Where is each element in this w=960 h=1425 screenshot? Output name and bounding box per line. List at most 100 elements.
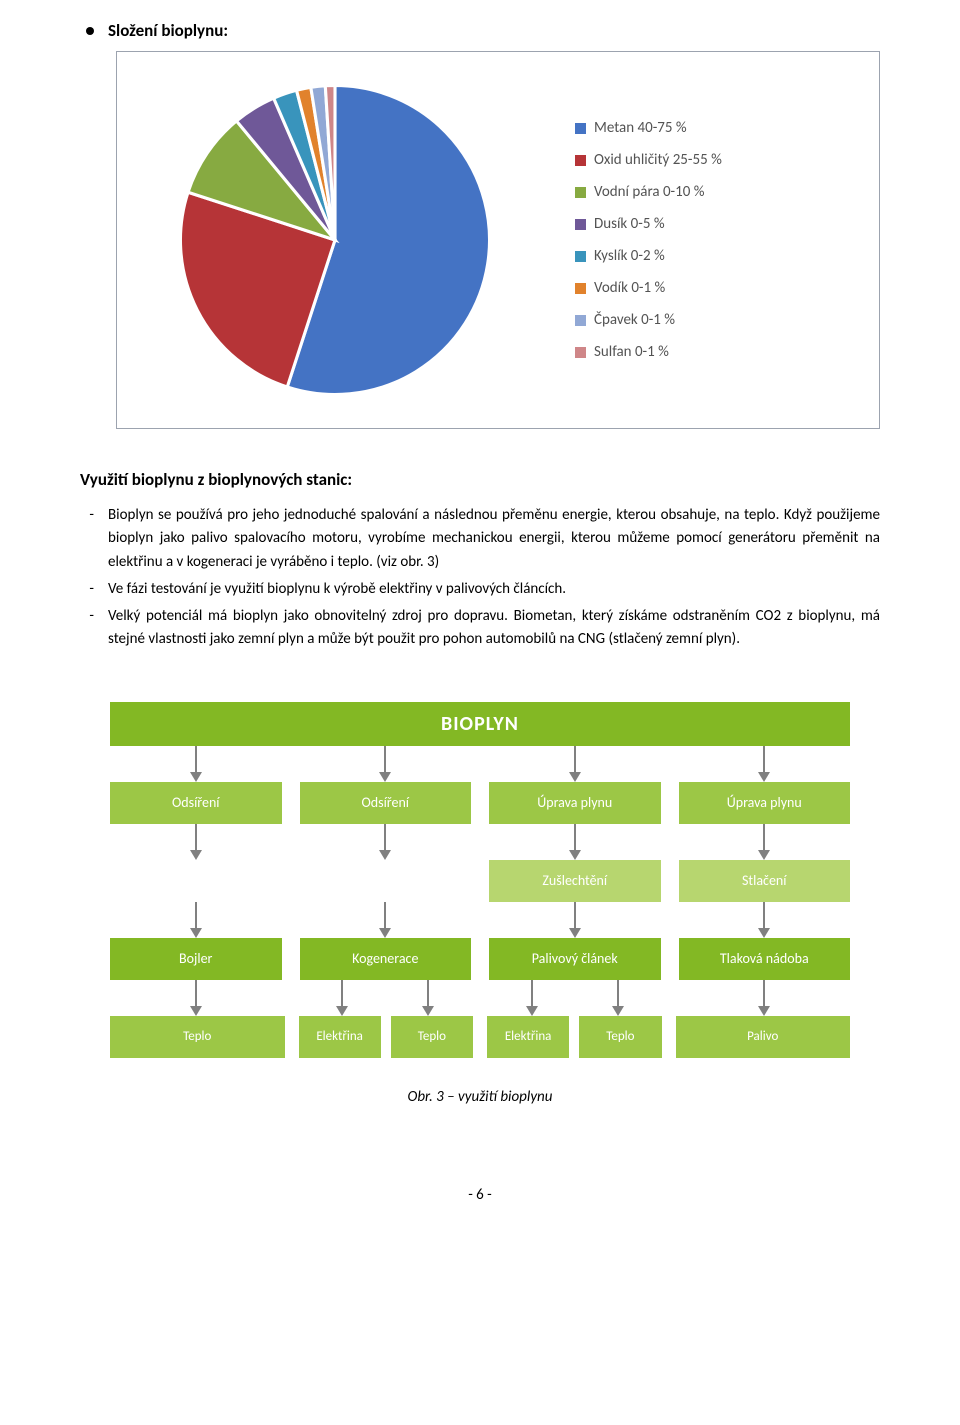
arrow-cell — [110, 902, 282, 938]
pie-legend: Metan 40-75 % Oxid uhličitý 25-55 % Vodní … — [575, 119, 722, 361]
diagram-box-label: Palivový článek — [532, 950, 618, 967]
diagram-arrow-row — [110, 902, 850, 938]
diagram-box: Teplo — [110, 1016, 285, 1058]
paragraph-item: -Ve fázi testování je využití bioplynu k… — [80, 578, 880, 601]
arrow-cell — [679, 980, 851, 1016]
paragraph-item: -Bioplyn se používá pro jeho jednoduché … — [80, 504, 880, 574]
legend-label: Vodík 0-1 % — [594, 279, 665, 297]
legend-item: Oxid uhličitý 25-55 % — [575, 151, 722, 169]
diagram-box-label: Odsíření — [361, 794, 409, 811]
diagram-box: Kogenerace — [300, 938, 472, 980]
arrow-cell — [300, 746, 472, 782]
arrow-down-icon — [423, 980, 433, 1016]
arrow-cell — [300, 902, 472, 938]
legend-label: Kyslík 0-2 % — [594, 247, 665, 265]
arrow-down-icon — [380, 824, 390, 860]
diagram-box-label: Zušlechtění — [542, 872, 607, 889]
diagram-box-label: Elektřina — [316, 1029, 363, 1044]
legend-item: Vodní pára 0-10 % — [575, 183, 722, 201]
diagram-box-label: Stlačení — [742, 872, 787, 889]
page-number: - 6 - — [80, 1186, 880, 1204]
arrow-cell — [110, 746, 282, 782]
arrow-down-icon — [570, 902, 580, 938]
diagram-box: Úprava plynu — [489, 782, 661, 824]
legend-swatch — [575, 187, 586, 198]
diagram-box: Úprava plynu — [679, 782, 851, 824]
diagram-spacer — [110, 860, 471, 902]
diagram-box-label: Elektřina — [505, 1029, 552, 1044]
pie-chart — [125, 70, 545, 410]
diagram-row: Teplo Elektřina Teplo Elektřina Teplo Palivo — [110, 1016, 850, 1058]
page: Složení bioplynu: Metan 40-75 % Oxid uhli… — [0, 0, 960, 1244]
arrow-down-icon — [759, 824, 769, 860]
legend-item: Dusík 0-5 % — [575, 215, 722, 233]
paragraph-item: -Velký potenciál má bioplyn jako obnovit… — [80, 605, 880, 652]
arrow-cell — [110, 824, 282, 860]
arrow-cell — [679, 902, 851, 938]
bullet-icon — [86, 27, 94, 35]
diagram-box: Palivo — [676, 1016, 851, 1058]
diagram-box-label: Bojler — [179, 950, 212, 967]
diagram-row: Bojler Kogenerace Palivový článek Tlaková n… — [110, 938, 850, 980]
diagram-subgroup: Elektřina Teplo — [299, 1016, 474, 1058]
diagram-box-label: Úprava plynu — [727, 794, 802, 811]
arrow-down-icon — [380, 902, 390, 938]
arrow-cell — [679, 824, 851, 860]
pie-svg — [165, 70, 505, 410]
arrow-down-icon — [570, 824, 580, 860]
legend-label: Dusík 0-5 % — [594, 215, 665, 233]
arrow-cell — [489, 980, 661, 1016]
arrow-down-icon — [191, 824, 201, 860]
arrow-cell — [679, 746, 851, 782]
figure-caption: Obr. 3 – využití bioplynu — [80, 1088, 880, 1106]
diagram-box: Teplo — [579, 1016, 661, 1058]
diagram-header: BIOPLYN — [110, 702, 850, 746]
legend-label: Oxid uhličitý 25-55 % — [594, 151, 722, 169]
arrow-down-icon — [527, 980, 537, 1016]
diagram-subgroup: Palivo — [676, 1016, 851, 1058]
legend-label: Sulfan 0-1 % — [594, 343, 669, 361]
legend-item: Vodík 0-1 % — [575, 279, 722, 297]
diagram-row: Zušlechtění Stlačení — [110, 860, 850, 902]
diagram-box: Elektřina — [299, 1016, 381, 1058]
diagram-box: Odsíření — [110, 782, 282, 824]
diagram-header-label: BIOPLYN — [441, 712, 519, 736]
diagram-box: Palivový článek — [489, 938, 661, 980]
diagram-arrow-row — [110, 746, 850, 782]
arrow-down-icon — [570, 746, 580, 782]
flow-diagram: BIOPLYN Odsíření Odsíření Úprava plynu Úprav… — [110, 702, 850, 1058]
diagram-box-label: Teplo — [418, 1029, 446, 1044]
list-dash: - — [80, 605, 94, 652]
legend-item: Metan 40-75 % — [575, 119, 722, 137]
legend-swatch — [575, 251, 586, 262]
arrow-down-icon — [337, 980, 347, 1016]
diagram-box: Odsíření — [300, 782, 472, 824]
legend-label: Čpavek 0-1 % — [594, 311, 675, 329]
list-dash: - — [80, 578, 94, 601]
arrow-cell — [110, 980, 282, 1016]
legend-swatch — [575, 283, 586, 294]
diagram-subgroup: Teplo — [110, 1016, 285, 1058]
arrow-cell — [489, 902, 661, 938]
arrow-cell — [489, 746, 661, 782]
legend-swatch — [575, 315, 586, 326]
diagram-box: Elektřina — [487, 1016, 569, 1058]
diagram-box-label: Kogenerace — [352, 950, 418, 967]
arrow-down-icon — [759, 746, 769, 782]
arrow-down-icon — [191, 746, 201, 782]
diagram-box-label: Tlaková nádoba — [720, 950, 809, 967]
arrow-down-icon — [191, 902, 201, 938]
diagram-box-label: Teplo — [183, 1029, 211, 1044]
list-dash: - — [80, 504, 94, 574]
arrow-cell — [489, 824, 661, 860]
arrow-down-icon — [759, 980, 769, 1016]
paragraph-text: Bioplyn se používá pro jeho jednoduché s… — [108, 504, 880, 574]
pie-chart-card: Metan 40-75 % Oxid uhličitý 25-55 % Vodní … — [116, 51, 880, 429]
arrow-cell — [300, 824, 472, 860]
legend-label: Metan 40-75 % — [594, 119, 687, 137]
section-heading: Složení bioplynu: — [86, 20, 880, 41]
arrow-down-icon — [759, 902, 769, 938]
paragraph-text: Ve fázi testování je využití bioplynu k … — [108, 578, 566, 601]
diagram-box: Teplo — [391, 1016, 473, 1058]
diagram-row: Odsíření Odsíření Úprava plynu Úprava plynu — [110, 782, 850, 824]
